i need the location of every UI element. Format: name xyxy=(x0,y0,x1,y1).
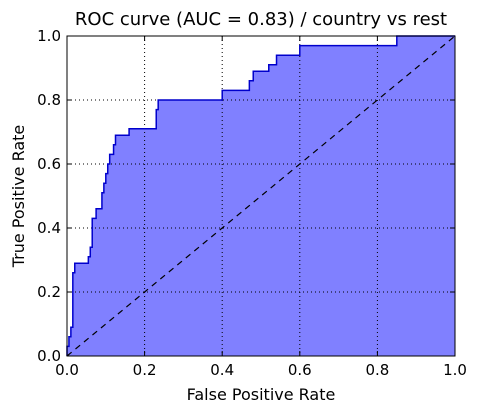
chart-title: ROC curve (AUC = 0.83) / country vs rest xyxy=(75,9,447,30)
y-tick-label: 1.0 xyxy=(37,27,61,45)
y-tick-label: 0.6 xyxy=(37,155,61,173)
x-axis-label: False Positive Rate xyxy=(187,385,336,404)
y-tick-label: 0.2 xyxy=(37,283,61,301)
x-tick-label: 0.6 xyxy=(288,361,312,379)
y-tick-label: 0.8 xyxy=(37,91,61,109)
y-tick-label: 0.4 xyxy=(37,219,61,237)
random-baseline-line xyxy=(66,35,456,357)
x-tick-label: 0.4 xyxy=(210,361,234,379)
plot-frame xyxy=(66,35,456,357)
y-axis-label: True Positive Rate xyxy=(9,125,28,269)
y-tick-label: 0.0 xyxy=(37,347,61,365)
x-tick-label: 0.8 xyxy=(365,361,389,379)
x-tick-label: 0.2 xyxy=(133,361,157,379)
x-tick-label: 0.0 xyxy=(55,361,79,379)
roc-curve-line xyxy=(66,35,455,356)
x-tick-label: 1.0 xyxy=(443,361,467,379)
